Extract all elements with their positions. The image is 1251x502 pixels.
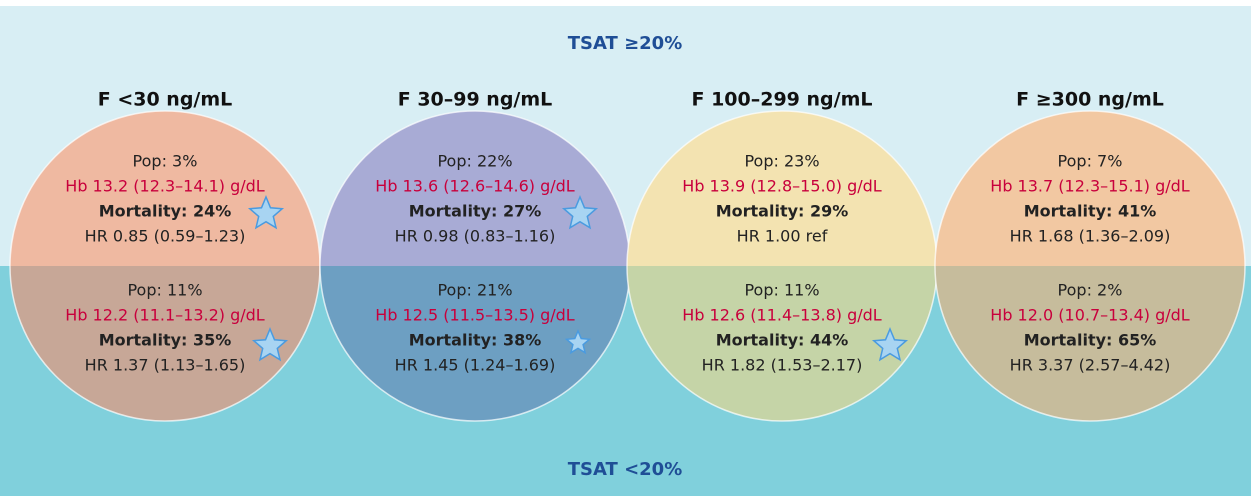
circle-top [627,111,937,266]
column-header: F 100–299 ng/mL [691,89,872,111]
pop-text: Pop: 7% [1058,152,1123,171]
top-label: TSAT ≥20% [568,33,683,54]
hb-text: Hb 12.6 (11.4–13.8) g/dL [682,306,882,325]
hr-text: HR 1.45 (1.24–1.69) [395,356,556,375]
pop-text: Pop: 2% [1058,281,1123,300]
circle-top [10,111,320,266]
hb-text: Hb 13.9 (12.8–15.0) g/dL [682,177,882,196]
hr-text: HR 1.37 (1.13–1.65) [85,356,246,375]
mortality-text: Mortality: 65% [1024,331,1157,350]
circle-bottom [935,266,1245,421]
hr-text: HR 1.00 ref [737,227,828,246]
circle-outline [934,110,1246,422]
hr-text: HR 1.68 (1.36–2.09) [1010,227,1171,246]
star-icon [561,195,599,230]
circle-bottom [320,266,630,421]
hr-text: HR 0.98 (0.83–1.16) [395,227,556,246]
circle-bottom [10,266,320,421]
pop-text: Pop: 11% [127,281,202,300]
hr-text: HR 3.37 (2.57–4.42) [1010,356,1171,375]
hb-text: Hb 12.0 (10.7–13.4) g/dL [990,306,1190,325]
star-icon [871,327,909,362]
mortality-text: Mortality: 44% [716,331,849,350]
hr-text: HR 1.82 (1.53–2.17) [702,356,863,375]
column-header: F <30 ng/mL [98,89,233,111]
mortality-text: Mortality: 29% [716,202,849,221]
mortality-text: Mortality: 24% [99,202,232,221]
hb-text: Hb 13.2 (12.3–14.1) g/dL [65,177,265,196]
circle-top [320,111,630,266]
pop-text: Pop: 3% [133,152,198,171]
hb-text: Hb 13.6 (12.6–14.6) g/dL [375,177,575,196]
hb-text: Hb 12.2 (11.1–13.2) g/dL [65,306,265,325]
bottom-label: TSAT <20% [568,459,683,480]
column-header: F 30–99 ng/mL [398,89,553,111]
star-icon [251,327,289,362]
hb-text: Hb 12.5 (11.5–13.5) g/dL [375,306,575,325]
pop-text: Pop: 23% [744,152,819,171]
mortality-text: Mortality: 38% [409,331,542,350]
circle-bottom [627,266,937,421]
star-icon [247,195,285,230]
hr-text: HR 0.85 (0.59–1.23) [85,227,246,246]
pop-text: Pop: 11% [744,281,819,300]
mortality-text: Mortality: 35% [99,331,232,350]
pop-text: Pop: 22% [437,152,512,171]
circle-top [935,111,1245,266]
star-icon [564,329,592,355]
pop-text: Pop: 21% [437,281,512,300]
mortality-text: Mortality: 27% [409,202,542,221]
hb-text: Hb 13.7 (12.3–15.1) g/dL [990,177,1190,196]
column-header: F ≥300 ng/mL [1016,89,1164,111]
mortality-text: Mortality: 41% [1024,202,1157,221]
